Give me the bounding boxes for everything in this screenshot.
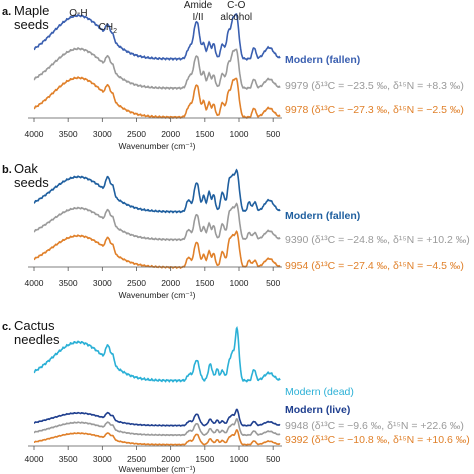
x-axis-label: Wavenumber (cm⁻¹) [119,464,196,474]
panel-letter: b. [2,164,12,176]
series-label-c-2: 9948 (δ¹³C = −9.6 ‰, δ¹⁵N = +22.6 ‰) [285,420,464,432]
series-line-c-2 [33,418,281,437]
series-label-a-0: Modern (fallen) [285,54,360,66]
panel-name: needles [14,332,60,347]
x-tick-label: 3500 [59,129,78,139]
x-tick-label: 3500 [59,454,78,464]
peak-label: O-H [69,8,87,19]
series-line-a-1 [33,47,281,91]
x-tick-label: 2000 [161,278,180,288]
x-tick-label: 500 [266,129,280,139]
peak-annotation: O-H [69,8,87,19]
series-label-c-3: 9392 (δ¹³C = −10.8 ‰, δ¹⁵N = +10.6 ‰) [285,434,470,446]
panel-name: seeds [14,17,49,32]
series-line-c-3 [34,429,281,446]
x-axis-label: Wavenumber (cm⁻¹) [119,290,196,300]
x-tick-label: 4000 [25,129,44,139]
panel-b: 4000 3500 3000 2500 2000 1500 1000 500 Wavenumbe… [2,161,470,300]
peak-label-line2: alcohol [220,12,252,23]
x-tick-label: 500 [266,278,280,288]
series-line-b-1 [33,202,281,242]
x-tick-label: 1500 [195,129,214,139]
x-tick-label: 1500 [195,454,214,464]
x-tick-label: 1000 [230,454,249,464]
x-tick-label: 3500 [59,278,78,288]
x-tick-label: 2000 [161,454,180,464]
series-line-c-0 [33,326,281,383]
series-label-a-1: 9979 (δ¹³C = −23.5 ‰, δ¹⁵N = +8.3 ‰) [285,80,464,92]
x-tick-label: 1000 [230,278,249,288]
x-axis-label: Wavenumber (cm⁻¹) [119,141,196,151]
x-tick-label: 2500 [127,278,146,288]
x-tick-label: 500 [266,454,280,464]
series-label-b-0: Modern (fallen) [285,210,360,222]
series-label-c-0: Modern (dead) [285,386,354,398]
peak-annotation: CH2 [99,22,117,35]
x-tick-label: 1500 [195,278,214,288]
x-tick-label: 3000 [93,454,112,464]
panel-name: Maple [14,3,49,18]
panel-name: Cactus [14,318,55,333]
series-label-a-2: 9978 (δ¹³C = −27.3 ‰, δ¹⁵N = −2.5 ‰) [285,104,464,116]
series-label-c-1: Modern (live) [285,404,350,416]
peak-label-line2: I/II [192,12,203,23]
peak-label: CH2 [99,22,117,35]
series-line-c-1 [33,408,281,427]
panel-name: seeds [14,175,49,190]
x-tick-label: 2500 [127,454,146,464]
x-tick-label: 4000 [25,454,44,464]
x-tick-label: 4000 [25,278,44,288]
series-label-b-2: 9954 (δ¹³C = −27.4 ‰, δ¹⁵N = −4.5 ‰) [285,260,464,272]
x-tick-label: 1000 [230,129,249,139]
peak-label: Amide [184,0,213,11]
panel-letter: c. [2,321,11,333]
panel-letter: a. [2,6,11,18]
x-tick-label: 2000 [161,129,180,139]
panel-c: 4000 3500 3000 2500 2000 1500 1000 500 Wavenumbe… [2,318,470,474]
x-tick-label: 2500 [127,129,146,139]
series-line-b-0 [33,168,281,214]
x-tick-label: 3000 [93,129,112,139]
series-line-a-2 [33,76,281,120]
series-label-b-1: 9390 (δ¹³C = −24.8 ‰, δ¹⁵N = +10.2 ‰) [285,234,470,246]
x-tick-label: 3000 [93,278,112,288]
peak-label: C-O [227,0,246,11]
panel-name: Oak [14,161,38,176]
panel-a: 4000 3500 3000 2500 2000 1500 1000 500 Wavenumbe… [2,3,464,151]
series-line-a-0 [33,13,281,61]
